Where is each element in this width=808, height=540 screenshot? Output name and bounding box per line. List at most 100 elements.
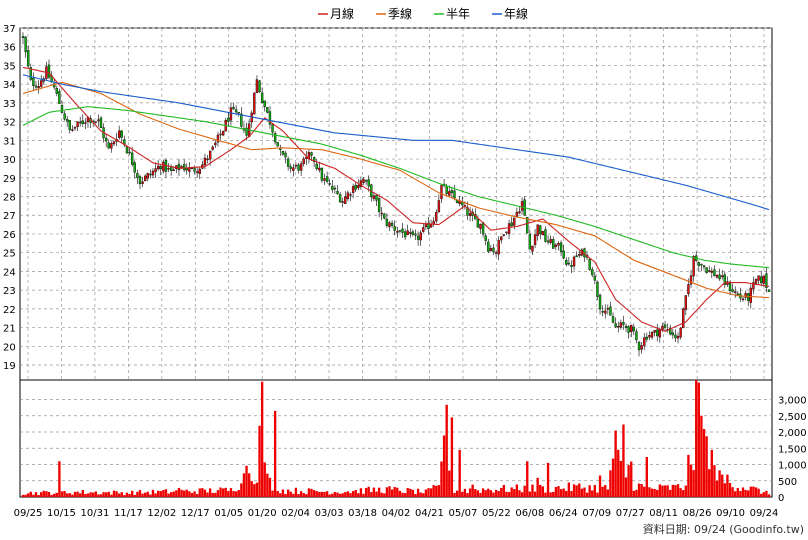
date-tick-label: 09/10: [716, 508, 745, 519]
volume-bar: [138, 490, 142, 497]
candle-body: [448, 191, 451, 196]
candle-body: [416, 235, 420, 240]
volume-bar: [544, 492, 547, 497]
volume-bar: [489, 490, 493, 497]
volume-bar: [760, 493, 763, 497]
price-tick-label: 29: [3, 174, 16, 185]
volume-bar: [429, 488, 433, 497]
candle-body: [419, 232, 422, 241]
candle-body: [73, 127, 77, 129]
candle-body: [554, 244, 558, 247]
volume-bar: [744, 489, 747, 497]
volume-bar: [601, 486, 604, 497]
volume-bar: [247, 473, 251, 497]
candle-body: [705, 267, 708, 274]
volume-bar: [637, 483, 641, 497]
candle-body: [539, 225, 542, 235]
volume-bar: [622, 424, 625, 497]
candle-body: [484, 235, 487, 241]
price-tick-label: 36: [3, 43, 16, 54]
volume-bar: [567, 482, 571, 497]
date-tick-label: 09/25: [14, 508, 43, 519]
candle-body: [79, 121, 82, 124]
legend: 月線 季線 半年 年線: [318, 6, 528, 21]
candle-body: [708, 270, 711, 272]
candle-body: [336, 190, 339, 195]
volume-bar: [349, 493, 352, 497]
candle-body: [760, 276, 763, 284]
volume-bar: [284, 493, 287, 497]
candle-body: [266, 107, 269, 113]
candle-body: [203, 157, 207, 166]
candle-body: [258, 80, 261, 93]
candle-body: [713, 269, 716, 277]
candle-body: [757, 275, 760, 281]
volume-bar: [674, 485, 677, 497]
volume-tick-label: 1,500: [778, 444, 807, 455]
candle-body: [151, 170, 155, 176]
volume-bar: [424, 489, 428, 497]
volume-bar: [328, 494, 331, 497]
candle-body: [284, 152, 287, 158]
volume-bar: [29, 491, 32, 497]
volume-bar: [107, 491, 110, 497]
volume-bar: [466, 493, 469, 497]
volume-bar: [333, 491, 337, 497]
candle-body: [276, 142, 279, 147]
price-tick-label: 28: [3, 193, 16, 204]
volume-bar: [250, 481, 253, 497]
volume-bar: [112, 490, 116, 497]
volume-bar: [474, 489, 477, 497]
volume-bar: [692, 470, 695, 497]
candle-body: [424, 223, 428, 227]
volume-tick-label: 0: [778, 493, 784, 504]
volume-bar: [570, 491, 573, 497]
volume-bar: [297, 494, 300, 497]
volume-bar: [656, 489, 659, 497]
volume-bar: [411, 489, 415, 497]
candle-body: [214, 142, 217, 146]
candle-body: [47, 64, 51, 78]
candle-body: [526, 217, 529, 234]
volume-bar: [580, 488, 584, 497]
volume-bar: [299, 491, 303, 497]
candle-body: [263, 100, 266, 107]
volume-bar: [648, 487, 651, 497]
candle-body: [81, 120, 84, 124]
volume-bar: [741, 487, 745, 497]
candle-body: [76, 121, 79, 128]
candle-body: [624, 325, 628, 328]
price-tick-label: 33: [3, 99, 16, 110]
date-tick-label: 04/02: [382, 508, 411, 519]
date-tick-label: 02/04: [281, 508, 310, 519]
candle-body: [354, 184, 357, 190]
volume-bar: [47, 492, 51, 497]
volume-bar: [427, 488, 430, 497]
volume-bar: [765, 490, 768, 497]
price-tick-label: 20: [3, 342, 16, 353]
volume-bar: [572, 484, 576, 497]
date-tick-label: 01/20: [248, 508, 277, 519]
candle-body: [292, 167, 295, 171]
volume-bar: [76, 491, 79, 497]
volume-bar: [115, 491, 118, 497]
volume-bar: [754, 487, 758, 497]
volume-bar: [609, 470, 612, 497]
volume-bar: [406, 488, 409, 497]
volume-bar: [110, 494, 113, 497]
volume-bar: [721, 474, 724, 497]
candle-body: [60, 105, 64, 113]
candle-body: [206, 158, 209, 161]
volume-bar: [533, 491, 537, 497]
volume-bar: [336, 492, 339, 497]
volume-bar: [661, 485, 664, 497]
candle-body: [671, 332, 675, 336]
candle-body: [216, 134, 220, 143]
candle-body: [653, 329, 656, 333]
candle-body: [29, 67, 32, 80]
volume-bar: [325, 491, 329, 497]
volume-bar: [229, 488, 233, 497]
candle-body: [401, 228, 404, 233]
candle-body: [294, 164, 298, 167]
candle-body: [128, 151, 131, 154]
